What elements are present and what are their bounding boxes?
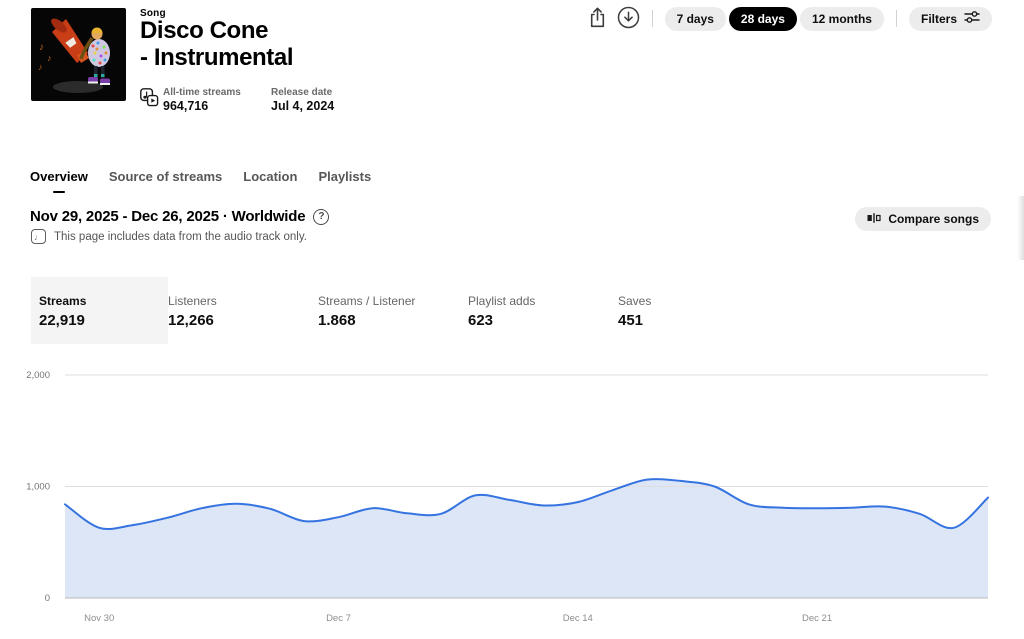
compare-songs-label: Compare songs [888,212,979,226]
download-icon [617,6,640,32]
tab-bar: Overview Source of streams Location Play… [30,169,371,196]
song-title: Disco Cone - Instrumental [140,17,293,71]
filters-button[interactable]: Filters [908,6,992,31]
album-cover-art: ♪ ♪ ♪ [31,8,126,101]
album-cover-illustration: ♪ ♪ ♪ [31,8,126,101]
tab-overview[interactable]: Overview [30,169,88,196]
music-video-icon [140,88,159,112]
y-axis-tick-label: 2,000 [26,370,50,381]
x-axis-tick-label: Dec 14 [563,613,593,624]
streams-chart[interactable]: 0 1,000 2,000 Nov 30 Dec 7 Dec 14 Dec 21 [0,362,1024,639]
compare-songs-button[interactable]: Compare songs [855,207,991,231]
toolbar: 7 days 28 days 12 months Filters [587,6,992,31]
x-axis-tick-label: Nov 30 [84,613,114,624]
range-12-months-button[interactable]: 12 months [799,6,884,31]
download-button[interactable] [617,6,640,32]
tab-source-of-streams[interactable]: Source of streams [109,169,222,196]
all-time-streams-label: All-time streams [163,87,241,98]
tab-playlists[interactable]: Playlists [318,169,371,196]
sliders-icon [964,10,980,27]
range-28-days-button[interactable]: 28 days [728,6,797,31]
tab-playlists-label: Playlists [318,169,372,184]
range-7-days-button[interactable]: 7 days [664,6,726,31]
stats-row: Streams 22,919 Listeners 12,266 Streams … [31,277,768,344]
svg-text:♪: ♪ [47,53,52,63]
stat-playlist-adds-value: 623 [468,312,494,329]
release-date-value: Jul 4, 2024 [271,99,335,113]
release-date-block: Release date Jul 4, 2024 [271,87,334,113]
stat-saves-value: 451 [618,312,644,329]
audio-track-note-text: This page includes data from the audio t… [54,230,307,243]
y-axis-tick-label: 0 [45,593,50,604]
help-icon[interactable]: ? [313,208,330,225]
share-button[interactable] [587,6,608,32]
toolbar-divider-2 [895,10,897,27]
all-time-streams-value: 964,716 [163,99,209,113]
date-range-selector: 7 days 28 days 12 months [664,6,884,31]
x-axis-tick-label: Dec 21 [802,613,832,624]
tab-location[interactable]: Location [243,169,297,196]
x-axis-tick-label: Dec 7 [326,613,351,624]
share-icon [587,6,608,32]
streams-chart-svg: 0 1,000 2,000 Nov 30 Dec 7 Dec 14 Dec 21 [26,370,989,624]
audio-track-note-row: ♩ This page includes data from the audio… [31,229,307,244]
song-type-label: Song [140,8,166,19]
tab-source-of-streams-label: Source of streams [108,169,223,184]
tab-overview-label: Overview [30,169,88,184]
chart-area-fill [65,479,988,598]
y-axis-tick-label: 1,000 [26,482,50,493]
stat-saves[interactable]: Saves 451 [618,277,768,344]
song-title-line-2: - Instrumental [140,44,294,71]
release-date-label: Release date [271,87,333,98]
filters-button-label: Filters [920,11,957,26]
toolbar-divider [651,10,653,27]
stat-streams-label: Streams [39,294,87,308]
music-note-icon: ♩ [31,229,46,244]
svg-text:♪: ♪ [38,62,43,72]
period-heading: Nov 29, 2025 - Dec 26, 2025 · Worldwide [30,208,306,225]
stat-saves-label: Saves [618,294,652,308]
period-row: Nov 29, 2025 - Dec 26, 2025 · Worldwide … [30,208,330,225]
stat-streams-per-listener-label: Streams / Listener [318,294,416,308]
right-edge-panel-shadow [1017,196,1024,260]
active-tab-underline [52,191,65,193]
stat-streams-per-listener[interactable]: Streams / Listener 1.868 [318,277,468,344]
stat-listeners[interactable]: Listeners 12,266 [168,277,318,344]
stat-listeners-label: Listeners [168,294,217,308]
all-time-streams-block: All-time streams 964,716 [163,87,241,113]
stat-playlist-adds-label: Playlist adds [468,294,536,308]
song-title-line-1: Disco Cone [140,17,269,44]
stat-streams-value: 22,919 [39,312,85,329]
tab-location-label: Location [243,169,298,184]
stat-streams-per-listener-value: 1.868 [318,312,356,329]
svg-text:♪: ♪ [39,42,44,53]
chart-line [64,478,989,531]
stat-listeners-value: 12,266 [168,312,214,329]
compare-icon [867,212,881,227]
stat-playlist-adds[interactable]: Playlist adds 623 [468,277,618,344]
stat-streams[interactable]: Streams 22,919 [31,277,168,344]
